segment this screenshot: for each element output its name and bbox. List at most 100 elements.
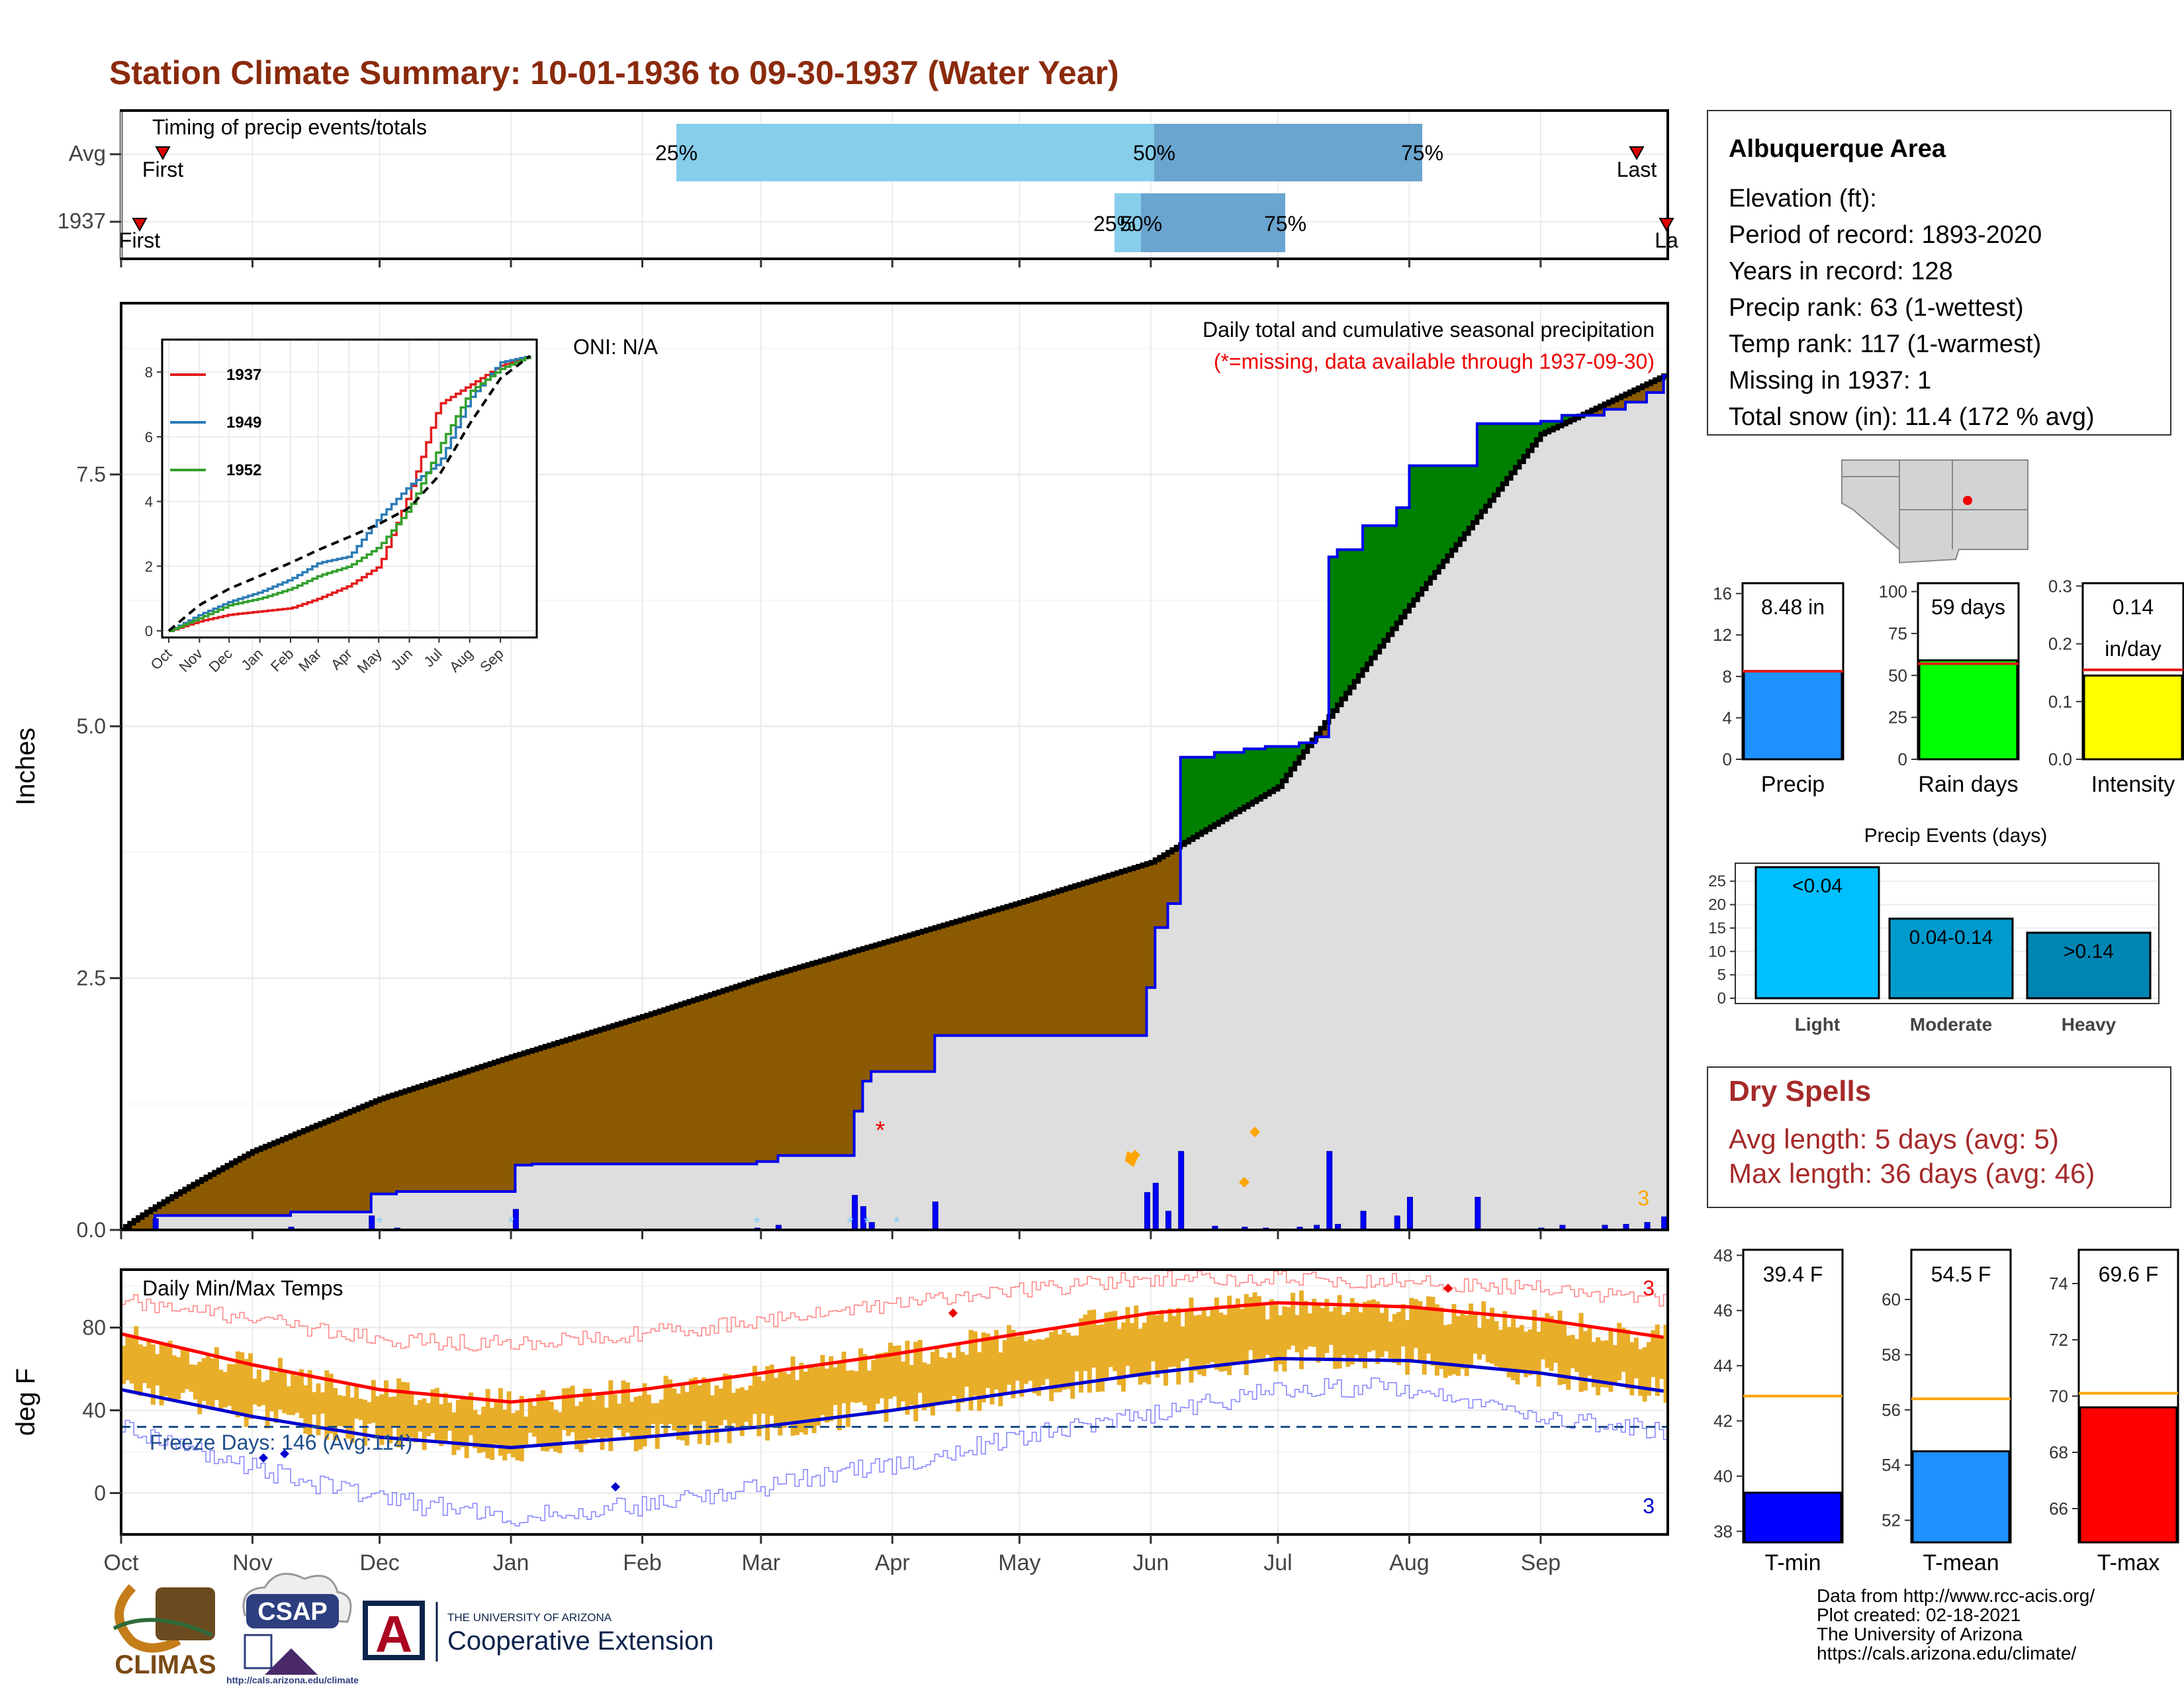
daily-temp-bar [824, 1368, 829, 1423]
ua-logo-line1: THE UNIVERSITY OF ARIZONA [447, 1611, 612, 1624]
daily-temp-bar [269, 1368, 275, 1412]
yr-last-marker-icon [1659, 218, 1674, 232]
daily-temp-bar [1150, 1313, 1156, 1362]
daily-temp-bar [1337, 1295, 1342, 1369]
inset-ytick-label: 4 [145, 494, 153, 510]
daily-temp-bar [252, 1378, 257, 1405]
temp-ytick-label: 0 [94, 1481, 106, 1505]
temp-frame [120, 1268, 1669, 1536]
daily-temp-bar [295, 1376, 300, 1413]
daily-temp-bar [1608, 1328, 1614, 1392]
daily-temp-bar [214, 1347, 219, 1401]
daily-temp-bar [774, 1378, 779, 1429]
daily-temp-bar [218, 1370, 224, 1410]
events-bar-label: >0.14 [2064, 941, 2114, 962]
missing-marker-icon: * [876, 1117, 886, 1145]
station-info-line: Missing in 1937: 1 [1729, 367, 1931, 395]
inset-ytick-label: 6 [145, 429, 153, 445]
daily-temp-bar [782, 1372, 787, 1429]
daily-precip-bar [1475, 1197, 1481, 1230]
daily-temp-bar [367, 1402, 372, 1424]
daily-temp-bar [1519, 1325, 1524, 1372]
month-tick-label: Apr [875, 1550, 910, 1575]
daily-temp-bar [265, 1380, 270, 1429]
daily-temp-bar [523, 1416, 529, 1445]
daily-temp-bar [1244, 1293, 1249, 1376]
daily-temp-bar [1062, 1329, 1067, 1390]
daily-temp-bar [1655, 1324, 1660, 1396]
daily-precip-bar [775, 1225, 782, 1230]
record-marker-icon [611, 1482, 620, 1492]
daily-temp-bar [841, 1351, 846, 1403]
daily-temp-bar [651, 1403, 656, 1424]
temp-panel-title: Daily Min/Max Temps [142, 1276, 343, 1300]
temp-summary-value: 39.4 F [1763, 1262, 1823, 1286]
daily-temp-bar [1469, 1303, 1474, 1368]
daily-temp-bar [134, 1326, 139, 1393]
footer-line: Data from http://www.rcc-acis.org/ [1817, 1585, 2095, 1606]
yr-first-marker-icon [132, 218, 148, 232]
snowflake-icon: * [508, 1213, 514, 1233]
temp-summary-tick-label: 70 [2049, 1386, 2068, 1406]
daily-temp-bar [345, 1385, 351, 1439]
station-info-line: Years in record: 128 [1729, 258, 1953, 285]
daily-temp-bar [1286, 1307, 1291, 1350]
mini-tick-label: 25 [1888, 708, 1907, 727]
daily-temp-bar [1527, 1329, 1533, 1376]
daily-temp-bar [989, 1336, 995, 1405]
daily-temp-bar [1316, 1304, 1321, 1363]
daily-temp-bar [739, 1387, 745, 1436]
daily-temp-bar [688, 1378, 694, 1425]
daily-temp-bar [1066, 1333, 1071, 1389]
record-marker-icon [948, 1308, 958, 1318]
snowflake-icon: * [377, 1213, 383, 1233]
daily-temp-bar [896, 1345, 901, 1409]
daily-temp-bar [1163, 1321, 1169, 1386]
daily-temp-bar [1646, 1342, 1651, 1396]
daily-temp-bar [150, 1344, 156, 1405]
daily-temp-bar [333, 1387, 338, 1440]
footer-line: https://cals.arizona.edu/climate/ [1817, 1643, 2076, 1664]
daily-temp-bar [494, 1399, 499, 1444]
daily-temp-bar [256, 1370, 261, 1407]
temp-summary-tick-label: 42 [1713, 1411, 1733, 1431]
daily-temp-bar [316, 1383, 321, 1436]
dry-spells-max: Max length: 36 days (avg: 46) [1729, 1158, 2095, 1189]
daily-temp-bar [1553, 1321, 1559, 1363]
mini-tick-label: 0 [1723, 749, 1732, 769]
daily-temp-bar [307, 1370, 312, 1436]
daily-temp-bar [1439, 1307, 1444, 1370]
daily-precip-bar [1165, 1211, 1171, 1230]
daily-temp-bar [455, 1399, 461, 1450]
daily-temp-bar [146, 1341, 152, 1389]
daily-temp-bar [1574, 1338, 1580, 1372]
daily-temp-bar [1447, 1324, 1453, 1376]
daily-precip-bar [860, 1206, 866, 1230]
precip-ylabel: Inches [11, 727, 40, 806]
station-info-line: Elevation (ft): [1729, 185, 1877, 212]
inset-series-line [169, 355, 531, 632]
avg-max-line [121, 1301, 1664, 1404]
events-title: Precip Events (days) [1864, 825, 2048, 847]
footer-line: The University of Arizona [1817, 1624, 2023, 1644]
daily-temp-bar [566, 1387, 571, 1436]
inset-series-line [169, 355, 531, 632]
legend-entry: 1952 [226, 461, 261, 479]
daily-temp-bar [574, 1405, 580, 1450]
daily-temp-bar [633, 1396, 639, 1452]
ua-logo: A THE UNIVERSITY OF ARIZONA Cooperative … [363, 1601, 713, 1663]
daily-temp-bar [129, 1337, 134, 1384]
month-tick-label: Jan [493, 1550, 529, 1575]
daily-temp-bar [702, 1377, 707, 1421]
daily-temp-bar [1473, 1312, 1478, 1354]
footer-credits: Data from http://www.rcc-acis.org/Plot c… [1817, 1585, 2095, 1664]
daily-temp-bar [1121, 1322, 1126, 1392]
daily-temp-bar [1426, 1296, 1432, 1354]
daily-temp-bar [1540, 1317, 1545, 1360]
daily-temp-bar [1498, 1329, 1503, 1370]
locator-map [1841, 459, 2028, 565]
daily-temp-bar [1502, 1311, 1508, 1371]
daily-temp-bar [866, 1370, 872, 1415]
daily-temp-bar [582, 1388, 588, 1444]
record-marker-icon [259, 1453, 268, 1463]
